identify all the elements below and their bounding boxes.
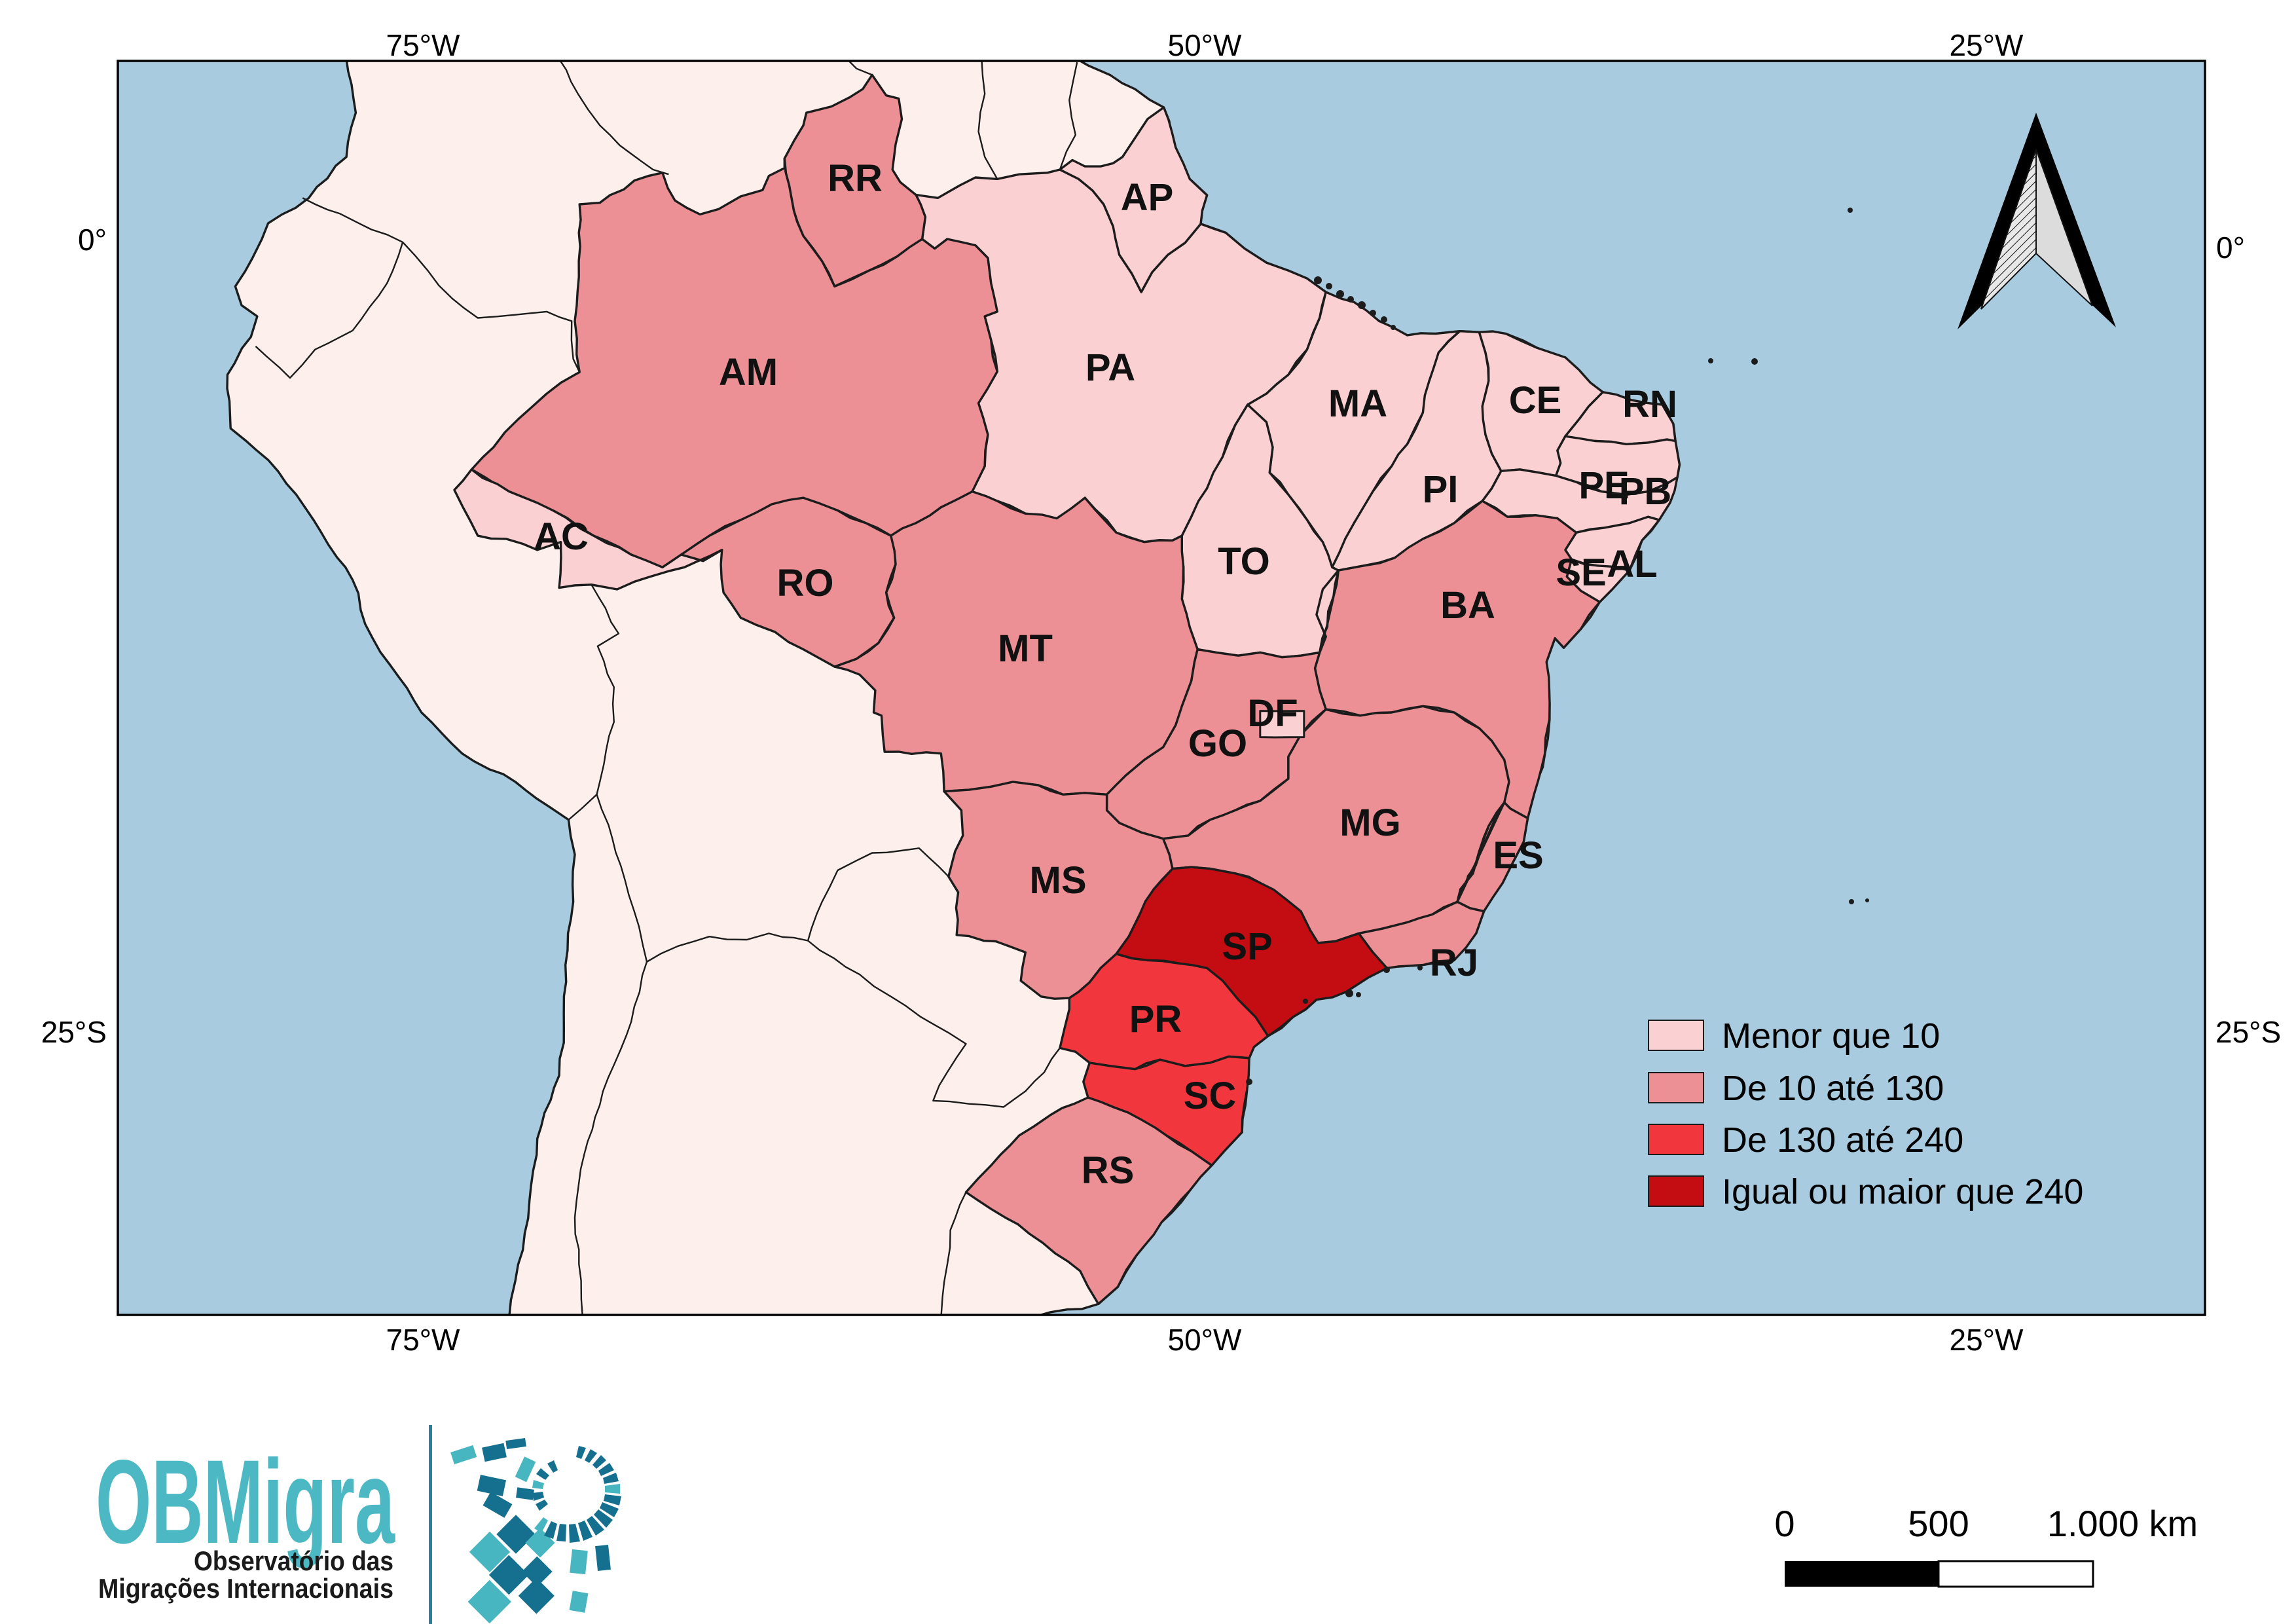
svg-text:1.000 km: 1.000 km — [2047, 1503, 2198, 1544]
svg-text:SP: SP — [1222, 925, 1272, 968]
svg-text:0: 0 — [1774, 1503, 1795, 1544]
svg-text:AL: AL — [1607, 543, 1657, 585]
svg-text:De 130 até 240: De 130 até 240 — [1722, 1120, 1963, 1160]
svg-text:25°W: 25°W — [1950, 28, 2024, 62]
svg-text:50°W: 50°W — [1168, 1323, 1243, 1357]
svg-text:AC: AC — [534, 515, 589, 558]
svg-text:Menor que 10: Menor que 10 — [1722, 1016, 1940, 1056]
svg-text:RS: RS — [1082, 1149, 1135, 1192]
svg-text:PE: PE — [1578, 464, 1629, 507]
svg-text:MG: MG — [1339, 802, 1400, 844]
svg-text:500: 500 — [1908, 1503, 1969, 1544]
svg-text:De 10 até 130: De 10 até 130 — [1722, 1069, 1944, 1108]
svg-text:SC: SC — [1184, 1075, 1237, 1117]
svg-text:TO: TO — [1218, 540, 1270, 583]
svg-text:RO: RO — [777, 562, 834, 604]
svg-text:MS: MS — [1030, 859, 1087, 902]
svg-text:Observatório das: Observatório das — [194, 1545, 393, 1576]
svg-text:SE: SE — [1556, 551, 1606, 594]
svg-text:25°S: 25°S — [41, 1015, 107, 1049]
svg-text:RN: RN — [1622, 383, 1677, 426]
svg-text:RJ: RJ — [1430, 942, 1478, 984]
svg-text:DF: DF — [1247, 692, 1298, 735]
svg-text:75°W: 75°W — [386, 28, 461, 62]
svg-text:AP: AP — [1121, 176, 1174, 219]
svg-text:MT: MT — [998, 627, 1053, 670]
svg-text:25°S: 25°S — [2215, 1015, 2281, 1049]
svg-text:Igual ou maior que 240: Igual ou maior que 240 — [1722, 1172, 2083, 1211]
svg-text:CE: CE — [1509, 379, 1562, 422]
svg-text:GO: GO — [1188, 722, 1247, 765]
svg-text:AM: AM — [719, 351, 778, 394]
svg-text:Migrações Internacionais: Migrações Internacionais — [98, 1573, 393, 1604]
svg-text:25°W: 25°W — [1950, 1323, 2024, 1357]
svg-text:PR: PR — [1129, 998, 1182, 1041]
svg-text:MA: MA — [1328, 382, 1387, 425]
svg-text:PB: PB — [1619, 470, 1672, 513]
svg-text:PA: PA — [1085, 346, 1135, 389]
svg-text:50°W: 50°W — [1168, 28, 1243, 62]
svg-text:RR: RR — [828, 157, 883, 200]
svg-text:0°: 0° — [78, 223, 107, 257]
svg-text:BA: BA — [1440, 584, 1495, 627]
svg-text:0°: 0° — [2216, 231, 2245, 265]
svg-text:PI: PI — [1423, 468, 1459, 511]
svg-text:75°W: 75°W — [386, 1323, 461, 1357]
svg-text:ES: ES — [1493, 834, 1543, 877]
svg-text:OBMigra: OBMigra — [96, 1435, 395, 1568]
